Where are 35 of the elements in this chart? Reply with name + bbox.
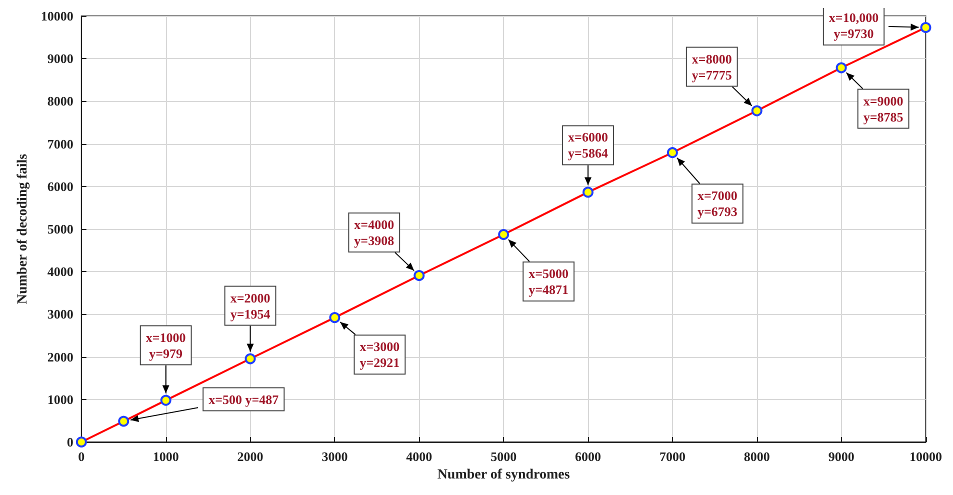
y-tick-label: 5000 xyxy=(47,222,74,236)
x-tick-label: 3000 xyxy=(322,449,348,464)
annotation: x=1000 y=979 xyxy=(146,330,186,361)
y-tick-label: 6000 xyxy=(47,178,74,194)
annotation: x=3000 y=2921 xyxy=(360,339,400,370)
x-tick-label: 5000 xyxy=(490,449,517,464)
annotation: x=6000 y=5864 xyxy=(568,130,608,161)
annotation: x=5000 y=4871 xyxy=(528,266,569,297)
annotation: x=9000 y=8785 xyxy=(863,93,904,124)
x-tick-label: 4000 xyxy=(406,449,432,464)
x-tick-label: 6000 xyxy=(575,449,602,464)
y-tick-label: 8000 xyxy=(47,94,74,109)
y-tick-label: 4000 xyxy=(47,264,74,280)
y-tick-label: 3000 xyxy=(47,306,74,322)
y-tick-label: 10000 xyxy=(40,8,74,24)
annotation: x=500 y=487 xyxy=(208,392,280,407)
annotation: x=2000 y=1954 xyxy=(230,290,271,322)
y-tick-label: 9000 xyxy=(47,51,74,66)
annotation: x=10,000 y=9730 xyxy=(828,10,879,41)
x-tick-label: 2000 xyxy=(237,449,264,464)
x-tick-label: 8000 xyxy=(744,449,770,464)
y-tick-label: 7000 xyxy=(47,136,74,152)
x-axis-title: Number of syndromes xyxy=(437,468,570,482)
x-tick-label: 9000 xyxy=(828,449,854,464)
y-axis-title: Number of decoding fails xyxy=(16,153,30,304)
annotation: x=7000 y=6793 xyxy=(697,188,738,220)
annotation: x=8000 y=7775 xyxy=(692,51,732,82)
y-tick-label: 2000 xyxy=(47,349,74,364)
x-tick-label: 0 xyxy=(78,449,85,464)
annotation: x=4000 y=3908 xyxy=(354,217,395,248)
x-tick-label: 10000 xyxy=(910,449,942,464)
y-tick-label: 0 xyxy=(66,434,74,450)
x-tick-label: 7000 xyxy=(659,449,686,464)
y-tick-label: 1000 xyxy=(47,392,74,407)
x-tick-label: 1000 xyxy=(152,449,179,464)
